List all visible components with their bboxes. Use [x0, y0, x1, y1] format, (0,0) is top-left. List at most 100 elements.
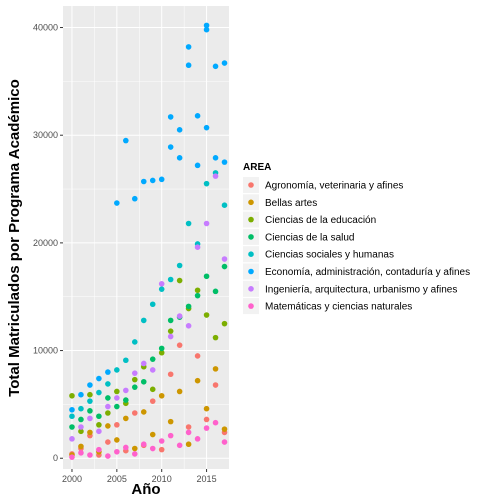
x-tick-label: 2000 [62, 474, 82, 484]
data-point [123, 387, 129, 394]
data-point [221, 263, 228, 270]
legend-label: Economía, administración, contaduría y a… [265, 267, 470, 278]
data-point [203, 312, 210, 318]
data-point [78, 405, 84, 412]
legend-key [248, 251, 254, 257]
data-point [167, 418, 174, 425]
data-point [221, 439, 228, 445]
data-point [185, 303, 192, 310]
data-point [212, 419, 219, 426]
data-point [131, 195, 138, 202]
data-point [221, 256, 228, 262]
y-tick-label: 20000 [33, 238, 58, 248]
data-point [87, 391, 93, 398]
data-point [140, 360, 147, 367]
data-point [123, 444, 129, 451]
data-point [167, 432, 174, 439]
data-point [194, 244, 201, 250]
data-point [203, 425, 210, 431]
data-point [212, 382, 219, 388]
data-point [96, 422, 102, 428]
data-point [87, 382, 93, 388]
data-point [131, 376, 138, 383]
data-point [149, 431, 156, 438]
legend-label: Matemáticas y ciencias naturales [265, 302, 412, 313]
data-point [105, 403, 111, 410]
data-point [167, 276, 174, 283]
data-point [203, 405, 210, 412]
data-point [69, 424, 75, 430]
data-point [167, 371, 174, 378]
data-point [96, 413, 102, 420]
data-point [105, 369, 111, 375]
data-point [176, 388, 183, 395]
data-point [221, 320, 228, 327]
data-point [140, 378, 147, 385]
data-point [131, 339, 138, 345]
data-point [221, 426, 228, 432]
data-point [131, 451, 138, 457]
data-point [131, 410, 138, 416]
data-point [203, 22, 210, 29]
data-point [158, 345, 165, 352]
data-point [114, 388, 120, 395]
x-tick-label: 2005 [107, 474, 127, 484]
data-point [96, 389, 102, 396]
data-point [140, 178, 147, 185]
data-point [105, 381, 111, 387]
data-point [185, 424, 192, 430]
data-point [87, 408, 93, 414]
data-point [185, 62, 192, 69]
data-point [221, 159, 228, 165]
data-point [167, 114, 174, 120]
data-points [69, 22, 228, 460]
data-point [158, 392, 165, 399]
legend-key [248, 199, 254, 206]
data-point [221, 202, 228, 208]
axis-ticks: 2000 2005 2010 2015 0 10000 20000 30000 40000 [33, 23, 217, 484]
data-point [176, 127, 183, 133]
data-point [123, 415, 129, 422]
data-point [87, 429, 93, 436]
data-point [69, 413, 75, 420]
data-point [212, 63, 219, 70]
data-point [203, 180, 210, 187]
data-point [203, 124, 210, 131]
data-point [114, 403, 120, 410]
data-point [176, 313, 183, 319]
legend-label: Ingeniería, arquitectura, urbanismo y af… [265, 284, 457, 295]
data-point [105, 410, 111, 416]
data-point [194, 113, 201, 119]
data-point [69, 392, 75, 399]
legend-key [248, 303, 254, 309]
data-point [158, 176, 165, 183]
data-point [149, 356, 156, 362]
data-point [105, 453, 111, 459]
data-point [158, 438, 165, 444]
data-point [149, 367, 156, 373]
data-point [123, 397, 129, 403]
data-point [176, 277, 183, 284]
data-point [131, 384, 138, 390]
data-point [194, 436, 201, 442]
data-point [176, 342, 183, 348]
data-point [78, 450, 84, 456]
data-point [185, 220, 192, 227]
data-point [96, 428, 102, 435]
y-tick-label: 30000 [33, 130, 58, 140]
grid-lines [63, 6, 229, 469]
data-point [96, 446, 102, 453]
data-point [87, 415, 93, 422]
data-point [176, 442, 183, 449]
data-point [114, 422, 120, 428]
data-point [185, 441, 192, 448]
data-point [221, 60, 228, 66]
data-point [203, 273, 210, 280]
data-point [149, 301, 156, 308]
legend-label: Agronomía, veterinaria y afines [265, 181, 403, 192]
x-tick-label: 2010 [152, 474, 172, 484]
plot-panel [63, 6, 229, 469]
legend-label: Ciencias de la educación [265, 215, 376, 226]
data-point [194, 353, 201, 359]
